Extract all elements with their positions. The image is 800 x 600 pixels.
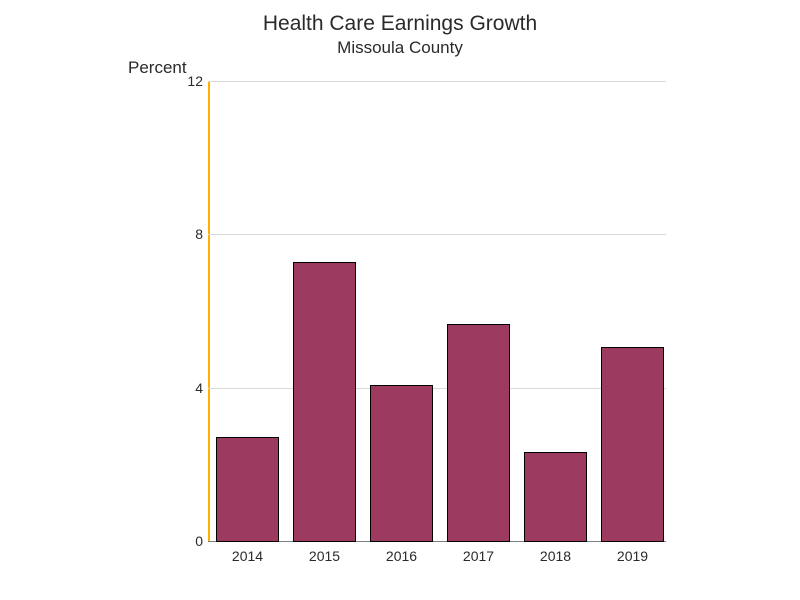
x-tick-label: 2019	[601, 548, 664, 564]
gridline	[208, 234, 666, 235]
gridline	[208, 388, 666, 389]
bar	[216, 437, 279, 542]
x-tick-label: 2014	[216, 548, 279, 564]
chart-title: Health Care Earnings Growth	[0, 12, 800, 36]
gridline	[208, 81, 666, 82]
y-tick-label: 4	[177, 380, 203, 396]
chart-container: Health Care Earnings Growth Missoula Cou…	[0, 0, 800, 600]
bar	[524, 452, 587, 542]
x-tick-label: 2018	[524, 548, 587, 564]
y-tick-label: 8	[177, 226, 203, 242]
bar	[601, 347, 664, 543]
bar	[447, 324, 510, 543]
bar	[370, 385, 433, 542]
y-tick-label: 0	[177, 533, 203, 549]
y-tick-label: 12	[177, 73, 203, 89]
x-tick-label: 2016	[370, 548, 433, 564]
chart-subtitle: Missoula County	[0, 38, 800, 58]
x-tick-label: 2015	[293, 548, 356, 564]
x-tick-label: 2017	[447, 548, 510, 564]
bar	[293, 262, 356, 542]
y-axis-line	[208, 82, 210, 542]
plot-area	[208, 82, 666, 542]
